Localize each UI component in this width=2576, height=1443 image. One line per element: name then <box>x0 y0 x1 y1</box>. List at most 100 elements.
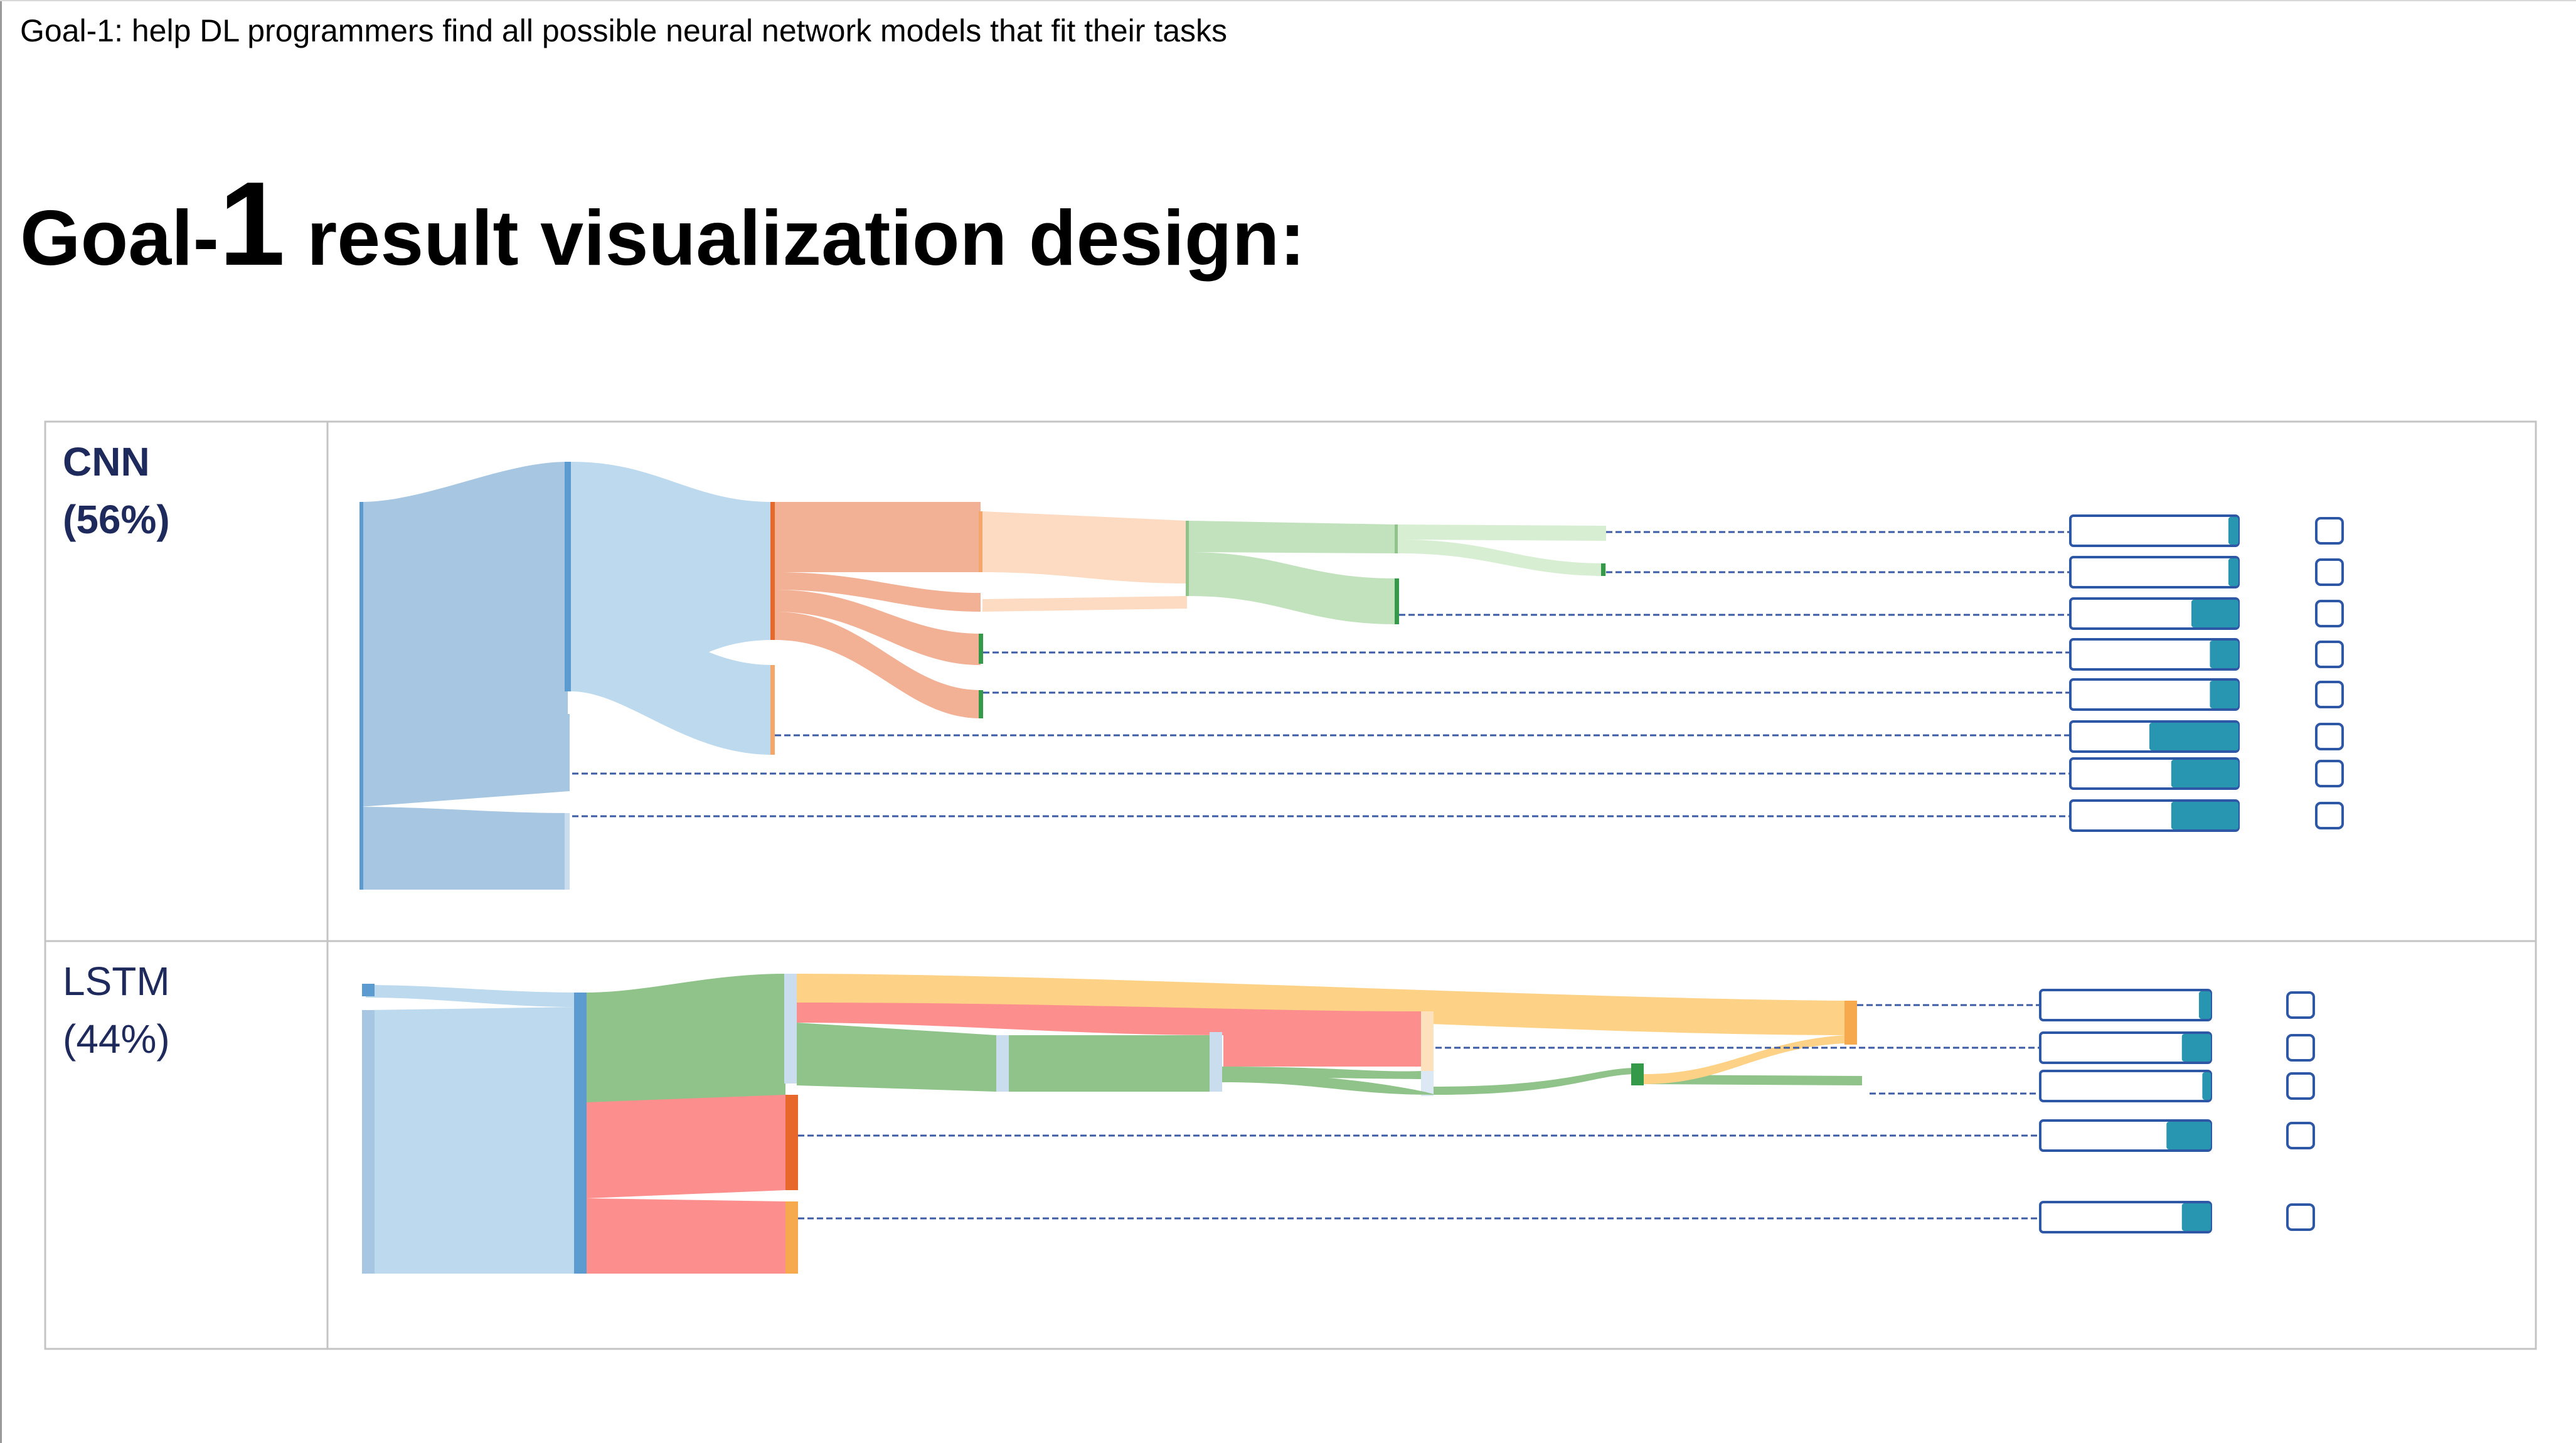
sankey-node <box>565 813 570 890</box>
result-checkbox[interactable] <box>2315 558 2344 586</box>
result-checkbox[interactable] <box>2315 802 2344 829</box>
result-bar[interactable] <box>2069 556 2240 588</box>
result-row[interactable] <box>2069 799 2344 832</box>
sankey-flow <box>775 612 981 718</box>
sankey-node <box>979 690 983 718</box>
sankey-flow <box>1009 1035 1210 1092</box>
cnn-sankey <box>359 462 1606 890</box>
sankey-node <box>1631 1063 1644 1085</box>
section-name: LSTM <box>63 959 170 1004</box>
sankey-node <box>1844 1001 1857 1045</box>
result-checkbox[interactable] <box>2315 641 2344 668</box>
lstm-connectors <box>798 1004 2039 1220</box>
result-score-fill <box>2181 1034 2211 1062</box>
result-row[interactable] <box>2069 514 2344 547</box>
result-checkbox[interactable] <box>2286 991 2315 1019</box>
slide-left-border <box>0 0 2 1443</box>
result-checkbox[interactable] <box>2315 760 2344 787</box>
sankey-flow <box>361 462 568 730</box>
design-title-suffix: result visualization design: <box>285 195 1306 282</box>
sankey-node <box>1395 524 1398 553</box>
result-row[interactable] <box>2069 638 2344 671</box>
sankey-node <box>979 511 982 572</box>
sankey-node <box>362 1010 375 1274</box>
lstm-result-rows <box>2039 989 2315 1233</box>
result-row[interactable] <box>2069 720 2344 753</box>
sankey-flow <box>366 985 576 1007</box>
result-row[interactable] <box>2039 1201 2315 1233</box>
section-percent: (56%) <box>63 497 170 542</box>
cnn-connectors <box>572 531 2070 817</box>
result-bar[interactable] <box>2039 1070 2212 1102</box>
result-row[interactable] <box>2039 1070 2315 1102</box>
sankey-node <box>1186 521 1189 596</box>
sankey-node <box>1601 563 1605 576</box>
sankey-flow <box>571 462 773 691</box>
sankey-node <box>785 1201 798 1274</box>
sankey-flow <box>361 714 570 807</box>
sankey-flow <box>1189 521 1396 553</box>
sankey-node <box>1421 1011 1434 1071</box>
lstm-sankey <box>362 974 1862 1274</box>
result-bar[interactable] <box>2039 989 2212 1021</box>
sankey-flow <box>1222 1068 1637 1095</box>
slide-top-border <box>0 0 2576 1</box>
sankey-flow <box>797 1023 996 1092</box>
sankey-flow <box>571 596 773 755</box>
result-score-fill <box>2228 517 2238 545</box>
sankey-flow <box>587 1198 785 1274</box>
sankey-flow <box>775 590 981 665</box>
sankey-node <box>996 1035 1009 1092</box>
sankey-flow <box>982 596 1187 612</box>
sankey-node <box>979 634 983 664</box>
result-checkbox[interactable] <box>2286 1122 2315 1149</box>
sankey-node <box>785 1095 798 1190</box>
sankey-node <box>1421 1071 1434 1096</box>
result-score-fill <box>2191 600 2238 627</box>
sankey-flow <box>775 572 981 612</box>
sankey-flow <box>1398 524 1606 541</box>
design-title: Goal-1 result visualization design: <box>20 164 1306 284</box>
sankey-flow <box>1189 552 1396 624</box>
result-bar[interactable] <box>2069 514 2240 547</box>
result-score-fill <box>2202 1072 2211 1100</box>
result-checkbox[interactable] <box>2315 681 2344 708</box>
table-frame <box>44 420 2537 1350</box>
design-title-prefix: Goal- <box>20 195 219 282</box>
result-checkbox[interactable] <box>2315 600 2344 627</box>
design-title-number: 1 <box>218 157 285 290</box>
sankey-flow <box>587 1095 785 1198</box>
result-score-fill <box>2149 723 2238 750</box>
result-row[interactable] <box>2039 1119 2315 1152</box>
sankey-flow <box>361 807 568 890</box>
section-label-cnn: CNN (56%) <box>63 433 170 548</box>
result-row[interactable] <box>2069 678 2344 711</box>
sankey-node <box>574 993 587 1274</box>
sankey-node <box>770 665 775 755</box>
result-checkbox[interactable] <box>2286 1072 2315 1100</box>
result-row[interactable] <box>2039 989 2315 1021</box>
result-row[interactable] <box>2039 1031 2315 1064</box>
section-name: CNN <box>63 439 150 484</box>
result-checkbox[interactable] <box>2286 1034 2315 1062</box>
section-percent: (44%) <box>63 1016 170 1062</box>
result-checkbox[interactable] <box>2286 1203 2315 1231</box>
result-row[interactable] <box>2069 757 2344 790</box>
sankey-node <box>565 462 571 691</box>
result-score-fill <box>2171 760 2238 787</box>
sankey-flow <box>1398 540 1606 576</box>
sankey-flow <box>366 1007 576 1274</box>
sankey-node <box>1395 578 1399 624</box>
result-checkbox[interactable] <box>2315 517 2344 545</box>
result-row[interactable] <box>2069 556 2344 588</box>
result-row[interactable] <box>2069 597 2344 630</box>
result-score-fill <box>2198 991 2211 1019</box>
sankey-flow <box>775 502 981 572</box>
sankey-node <box>362 984 375 996</box>
result-score-fill <box>2210 641 2238 668</box>
sankey-flow <box>797 1003 1421 1067</box>
result-score-fill <box>2181 1203 2211 1231</box>
sankey-flow <box>587 974 785 1102</box>
result-checkbox[interactable] <box>2315 723 2344 750</box>
goal-description: Goal-1: help DL programmers find all pos… <box>20 13 1228 48</box>
